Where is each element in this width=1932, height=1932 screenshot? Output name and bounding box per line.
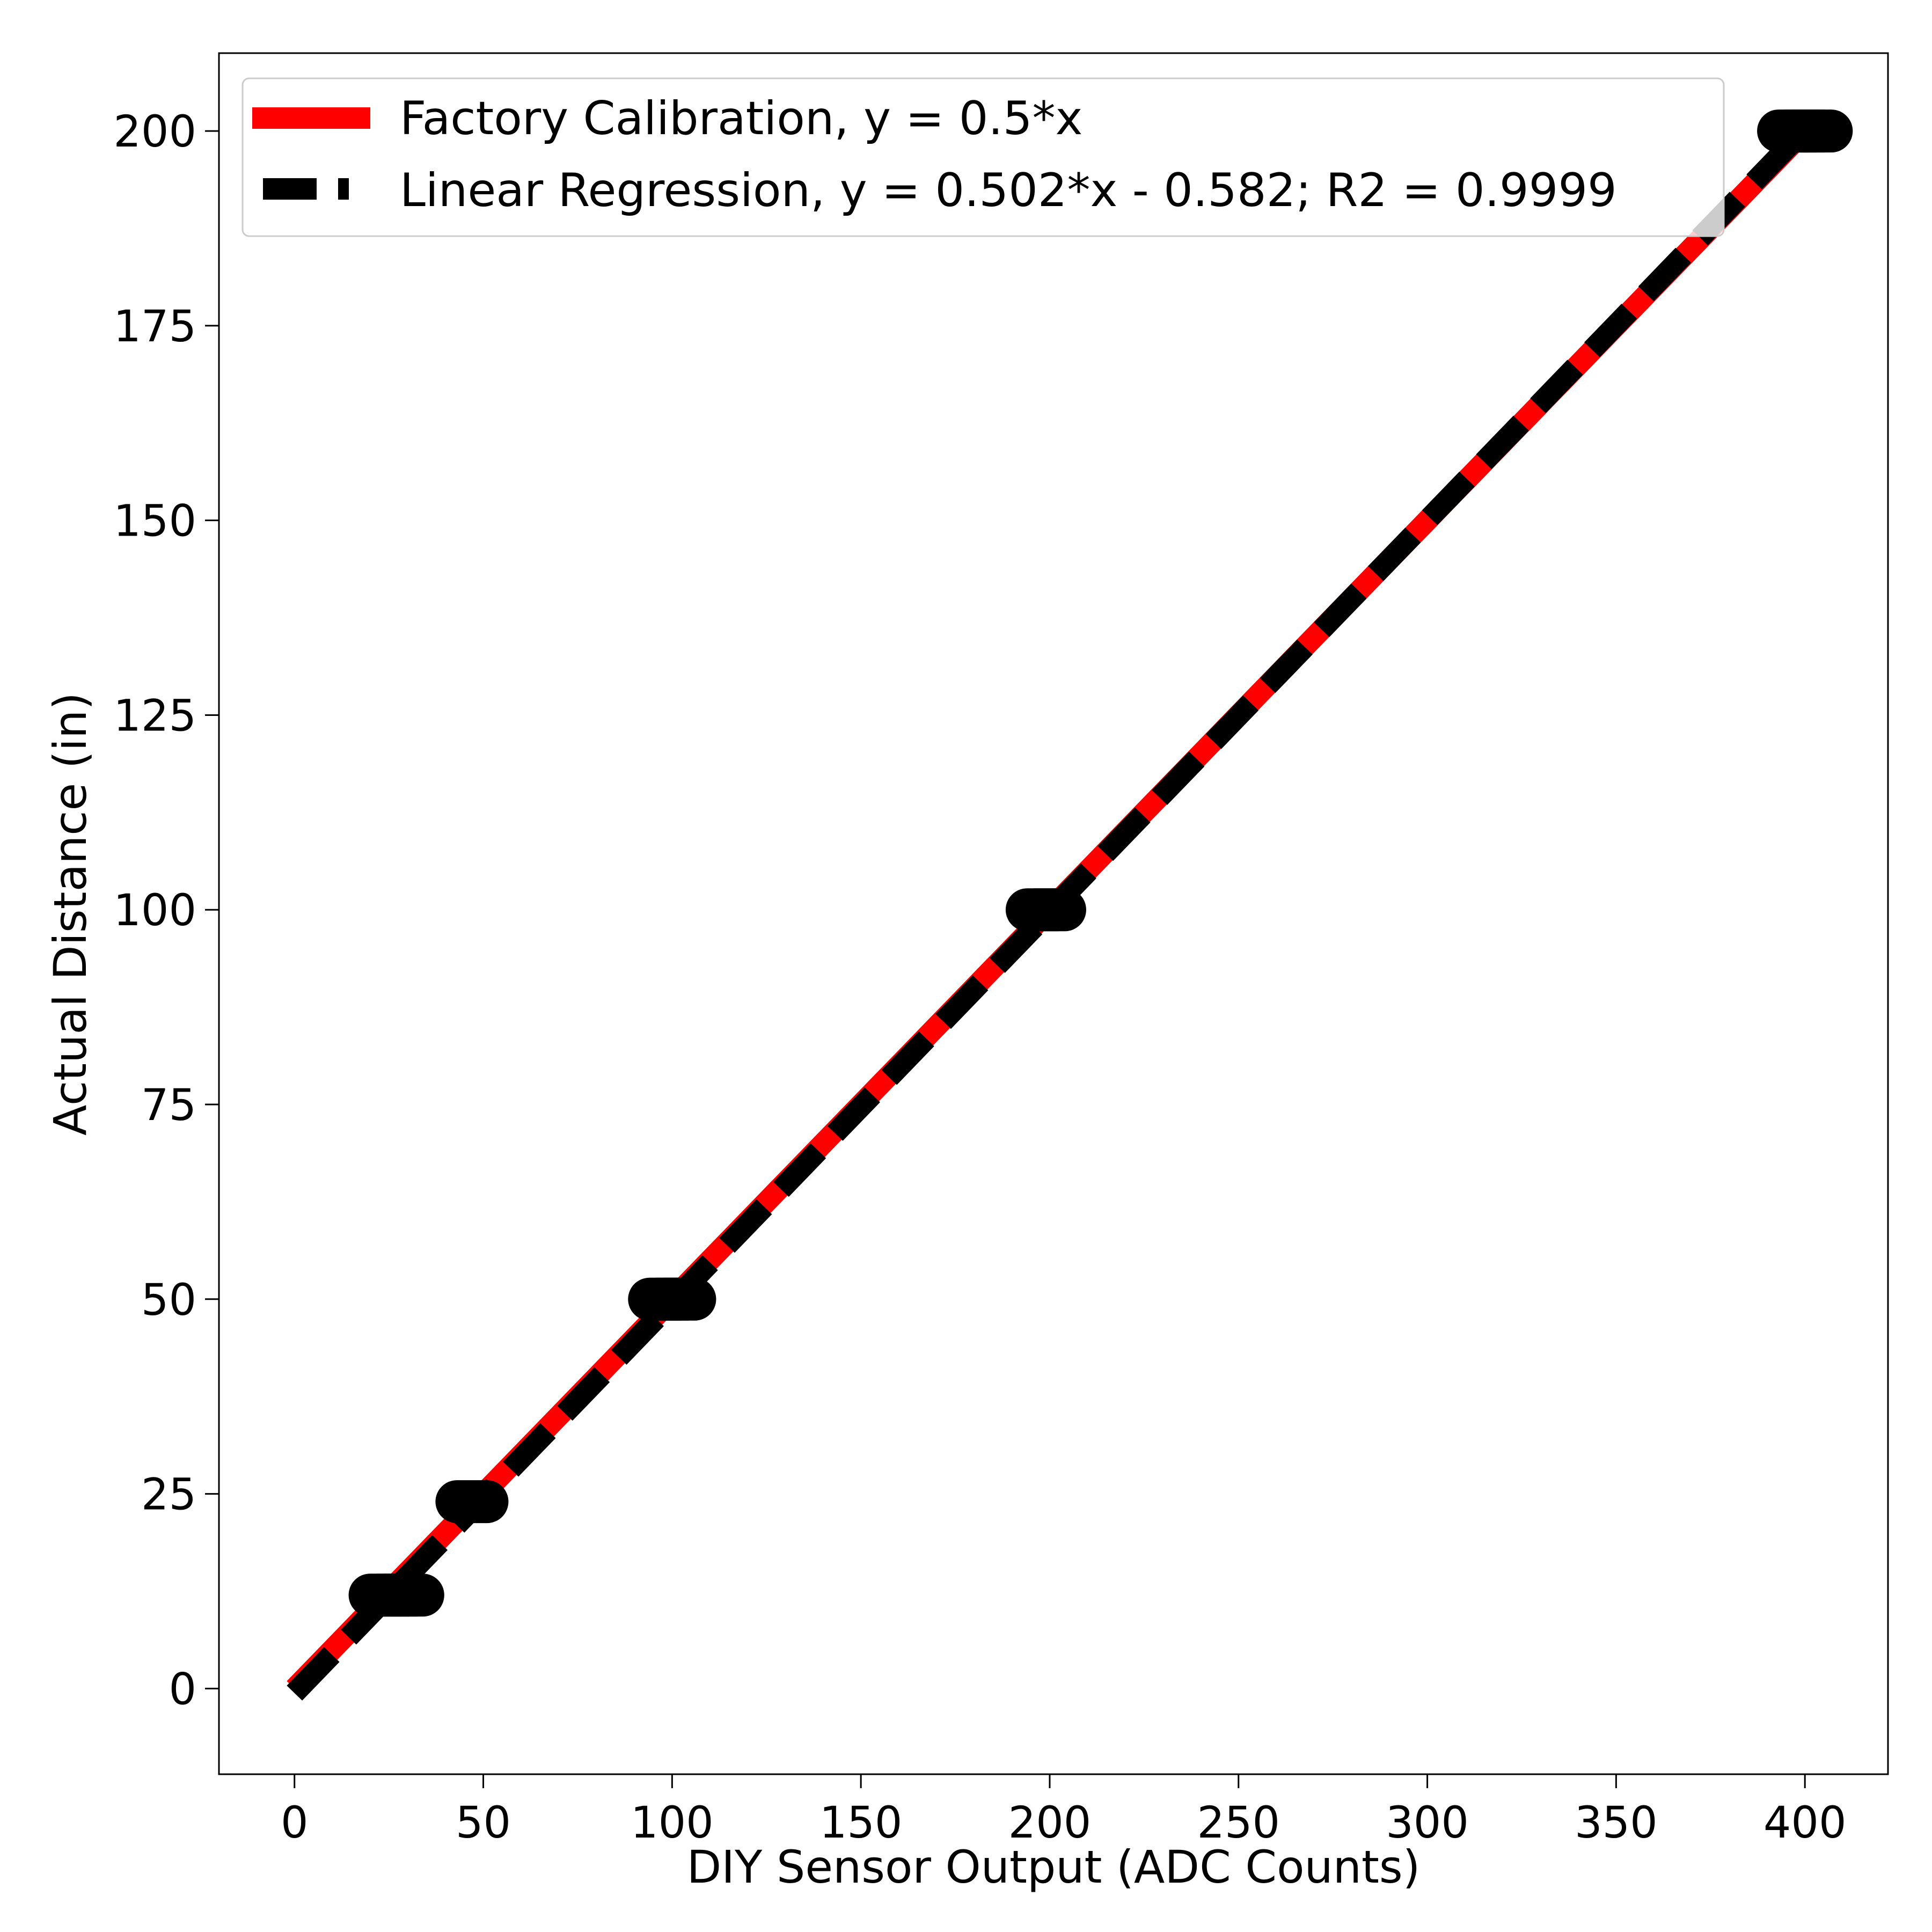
y-tick-label: 25 — [141, 1470, 196, 1520]
y-axis: 0 25 50 75 100 125 150 175 200 — [113, 107, 219, 1715]
y-tick-label: 100 — [113, 885, 196, 936]
y-tick-label: 50 — [141, 1275, 196, 1326]
x-axis-label: DIY Sensor Output (ADC Counts) — [687, 1841, 1421, 1893]
legend-label-factory-calibration: Factory Calibration, y = 0.5*x — [400, 92, 1082, 145]
y-tick-label: 150 — [113, 496, 196, 547]
x-tick-label: 150 — [819, 1798, 903, 1848]
x-tick-label: 350 — [1575, 1798, 1658, 1848]
x-tick-label: 200 — [1008, 1798, 1092, 1848]
y-tick-label: 75 — [141, 1080, 196, 1131]
legend-label-linear-regression: Linear Regression, y = 0.502*x - 0.582; … — [400, 164, 1617, 217]
y-tick-label: 200 — [113, 107, 196, 157]
x-tick-label: 250 — [1197, 1798, 1280, 1848]
y-tick-label: 0 — [169, 1664, 196, 1715]
y-tick-label: 175 — [113, 302, 196, 352]
legend: Factory Calibration, y = 0.5*x Linear Re… — [241, 77, 1725, 237]
x-tick-label: 300 — [1386, 1798, 1469, 1848]
y-tick-label: 125 — [113, 691, 196, 741]
series-line-linear-regression — [287, 122, 1813, 1701]
x-tick-label: 50 — [456, 1798, 511, 1848]
x-tick-label: 0 — [281, 1798, 309, 1848]
y-axis-label: Actual Distance (in) — [44, 692, 97, 1136]
x-axis: 0 50 100 150 200 250 300 350 400 — [281, 1774, 1847, 1848]
x-tick-label: 100 — [631, 1798, 714, 1848]
axes-frame — [218, 52, 1889, 1775]
legend-box — [241, 77, 1725, 237]
x-tick-label: 400 — [1763, 1798, 1847, 1848]
plot-area — [287, 109, 1853, 1701]
